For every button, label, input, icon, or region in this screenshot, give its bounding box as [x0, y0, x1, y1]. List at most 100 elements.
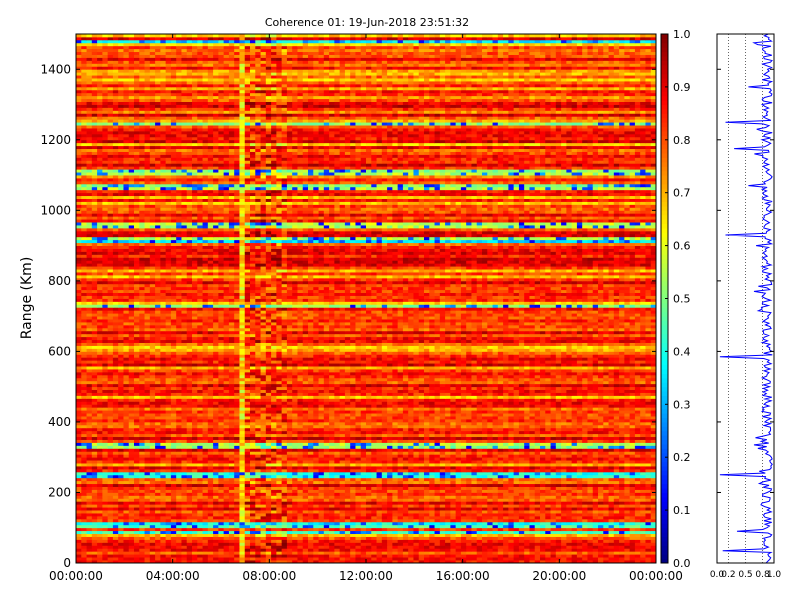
heatmap-cell: [561, 460, 567, 464]
heatmap-cell: [413, 542, 420, 546]
heatmap-cell: [624, 501, 631, 505]
heatmap-cell: [624, 551, 631, 555]
heatmap-cell: [566, 454, 573, 458]
heatmap-cell: [239, 515, 246, 520]
heatmap-cell: [265, 557, 272, 561]
heatmap-cell: [323, 457, 330, 461]
heatmap-cell: [271, 466, 277, 470]
heatmap-cell: [139, 486, 145, 490]
heatmap-cell: [276, 439, 283, 443]
heatmap-cell: [155, 457, 161, 461]
heatmap-cell: [619, 442, 625, 446]
heatmap-cell: [139, 504, 145, 508]
heatmap-cell: [408, 536, 414, 540]
heatmap-cell: [250, 448, 256, 452]
heatmap-cell: [334, 466, 341, 470]
heatmap-cell: [550, 471, 557, 476]
heatmap-cell: [545, 510, 551, 514]
heatmap-cell: [555, 483, 562, 487]
heatmap-cell: [466, 521, 472, 526]
heatmap-cell: [134, 504, 140, 508]
heatmap-cell: [181, 551, 188, 555]
heatmap-cell: [640, 492, 646, 496]
heatmap-cell: [503, 515, 509, 520]
heatmap-cell: [192, 489, 198, 493]
heatmap-cell: [466, 533, 472, 537]
heatmap-cell: [186, 454, 193, 458]
heatmap-cell: [128, 436, 135, 440]
heatmap-cell: [281, 442, 288, 446]
heatmap-cell: [360, 492, 367, 496]
heatmap-cell: [439, 439, 446, 443]
heatmap-cell: [244, 492, 251, 496]
heatmap-cell: [450, 536, 457, 540]
heatmap-cell: [244, 442, 251, 446]
heatmap-cell: [318, 498, 325, 502]
heatmap-cell: [344, 471, 351, 476]
heatmap-cell: [323, 492, 330, 496]
heatmap-cell: [139, 530, 145, 535]
heatmap-cell: [418, 460, 425, 464]
heatmap-cell: [160, 495, 167, 499]
heatmap-cell: [650, 468, 657, 473]
heatmap-cell: [91, 551, 98, 555]
heatmap-cell: [424, 498, 430, 502]
heatmap-cell: [366, 474, 372, 479]
heatmap-cell: [318, 433, 325, 438]
heatmap-cell: [381, 498, 388, 502]
heatmap-cell: [302, 504, 309, 508]
heatmap-cell: [228, 445, 235, 449]
heatmap-cell: [634, 483, 641, 487]
heatmap-cell: [213, 542, 219, 546]
heatmap-cell: [540, 466, 546, 470]
heatmap-cell: [276, 507, 283, 511]
heatmap-cell: [576, 471, 583, 476]
heatmap-cell: [408, 442, 414, 446]
heatmap-cell: [576, 533, 583, 537]
heatmap-cell: [265, 471, 272, 476]
heatmap-cell: [434, 554, 441, 558]
heatmap-cell: [355, 454, 362, 458]
heatmap-cell: [376, 460, 383, 464]
heatmap-cell: [371, 439, 377, 443]
heatmap-cell: [587, 545, 594, 549]
heatmap-cell: [624, 477, 631, 482]
heatmap-cell: [250, 477, 256, 482]
heatmap-cell: [213, 454, 219, 458]
heatmap-cell: [413, 530, 420, 535]
heatmap-cell: [524, 504, 530, 508]
heatmap-cell: [413, 536, 420, 540]
heatmap-cell: [223, 560, 230, 564]
heatmap-cell: [165, 427, 172, 432]
heatmap-cell: [276, 445, 283, 449]
heatmap-cell: [640, 436, 646, 440]
heatmap-cell: [223, 521, 230, 526]
heatmap-cell: [555, 454, 562, 458]
heatmap-cell: [629, 445, 636, 449]
heatmap-cell: [555, 457, 562, 461]
heatmap-cell: [165, 454, 172, 458]
heatmap-cell: [81, 515, 87, 520]
heatmap-cell: [286, 507, 293, 511]
heatmap-cell: [545, 507, 551, 511]
heatmap-cell: [413, 477, 420, 482]
heatmap-cell: [228, 533, 235, 537]
heatmap-cell: [524, 557, 530, 561]
heatmap-cell: [397, 468, 404, 473]
heatmap-cell: [471, 554, 478, 558]
heatmap-cell: [387, 483, 393, 487]
heatmap-cell: [582, 445, 588, 449]
heatmap-cell: [529, 530, 536, 535]
heatmap-cell: [76, 515, 82, 520]
heatmap-cell: [555, 560, 562, 564]
heatmap-cell: [286, 554, 293, 558]
heatmap-cell: [344, 530, 351, 535]
heatmap-cell: [545, 468, 551, 473]
heatmap-cell: [160, 492, 167, 496]
heatmap-cell: [482, 430, 488, 435]
heatmap-cell: [366, 433, 372, 438]
heatmap-cell: [234, 468, 240, 473]
heatmap-cell: [329, 524, 335, 529]
heatmap-cell: [134, 530, 140, 535]
heatmap-cell: [102, 513, 109, 517]
